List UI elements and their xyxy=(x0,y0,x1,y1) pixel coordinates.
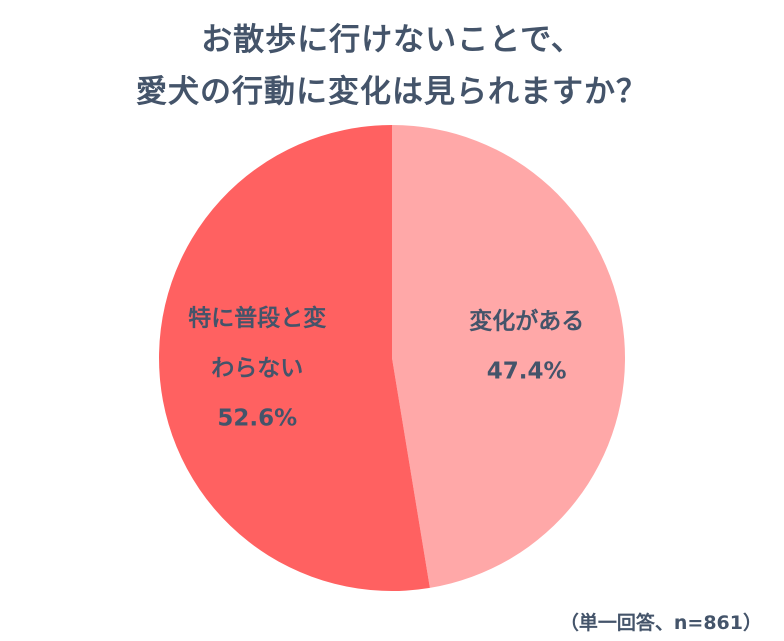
slice-no-change xyxy=(159,125,430,592)
slice-value-label: 52.6% xyxy=(217,406,297,432)
slice-change xyxy=(392,125,626,588)
slice-value-label: 47.4% xyxy=(487,359,567,385)
slice-label-change: 変化がある 47.4% xyxy=(469,308,584,385)
sample-note: （単一回答、n=861） xyxy=(559,612,762,634)
slice-category-label: わらない xyxy=(211,356,303,382)
chart-title-line-2: 愛犬の行動に変化は見られますか？ xyxy=(136,74,648,110)
slice-category-label: 変化がある xyxy=(469,308,584,335)
slice-category-label: 特に普段と変 xyxy=(188,305,326,332)
chart-title-line-1: お散歩に行けないことで、 xyxy=(201,22,583,58)
chart-title: お散歩に行けないことで、 愛犬の行動に変化は見られますか？ xyxy=(0,14,784,118)
